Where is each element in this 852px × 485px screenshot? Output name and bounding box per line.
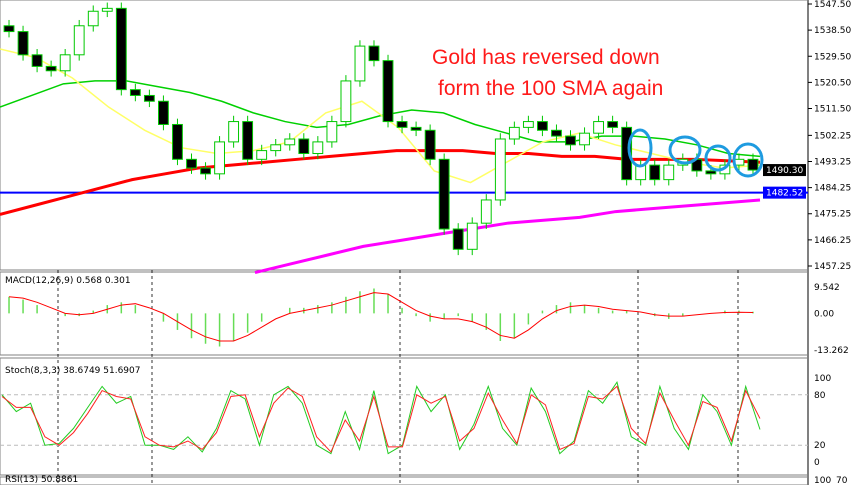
candle [340,80,352,123]
annotation-line-2: form the 100 SMA again [438,77,663,100]
price-tick-label: 1520.50 [814,78,851,88]
highlight-circle [732,142,764,178]
candle [551,129,562,137]
stoch-tick-label: 100 [814,374,831,384]
support-price-badge [763,186,806,199]
candle [508,126,520,140]
candle [129,89,141,96]
rsi-label: RSI(13) 50.8861 [5,475,78,485]
stoch-tick-label: 0 [814,458,820,468]
candle [186,158,197,169]
candle [466,222,478,250]
candle [452,228,464,250]
candle [705,170,717,175]
support-price-badge-text: 1482.52 [766,189,803,199]
stoch-tick-label: 20 [814,441,826,451]
candle [747,158,759,171]
candle [115,7,127,91]
stoch-label: Stoch(8,3,3) 38.6749 51.6907 [5,366,140,376]
candle [312,141,324,155]
price-tick-label: 1529.50 [814,52,851,62]
candle [607,121,619,128]
candle [649,164,661,181]
macd-label: MACD(12,26,9) 0.568 0.301 [5,276,131,286]
candle [172,123,183,160]
current-price-badge [763,164,806,177]
candle [522,121,534,128]
overlay-line-sma100 [0,149,761,216]
candle [143,94,155,102]
candle [537,121,548,131]
candle [200,167,211,175]
rsi-tick-label: 70 [836,476,848,485]
stoch-d-line [1,385,761,453]
candle [31,54,43,67]
candle [270,144,282,152]
candle [59,54,71,72]
candle [228,121,240,143]
rsi-tick-label: 100 [814,476,831,485]
candle [382,60,394,123]
annotation-line-1: Gold has reversed down [432,46,660,69]
panel-frame-3 [0,476,809,485]
candle [87,10,99,27]
macd-tick-label: 9.542 [814,283,840,293]
macd-signal-line [8,292,753,342]
macd-tick-label: -13.262 [814,346,849,356]
candle [45,65,57,72]
price-tick-label: 1493.25 [814,157,851,167]
candle [593,121,604,134]
candle [424,129,436,160]
highlight-circle [704,144,732,172]
candle [284,138,296,146]
candle [242,121,254,160]
macd-tick-label: 0.00 [814,309,834,319]
candle [298,138,310,155]
candle [101,7,113,12]
price-tick-label: 1466.25 [814,236,851,246]
candle [410,126,422,131]
candle [326,121,338,143]
candle [438,158,450,230]
candle [480,199,492,224]
current-price-badge-text: 1490.30 [766,166,803,176]
candle [621,126,633,181]
stoch-k-line [1,381,761,455]
candle [73,25,85,56]
candle [158,100,169,125]
candle [354,45,366,82]
price-tick-label: 1502.25 [814,131,851,141]
price-tick-label: 1475.25 [814,210,851,220]
highlight-circle [668,135,702,165]
price-tick-label: 1457.25 [814,262,851,272]
stoch-tick-label: 80 [814,391,826,401]
candle [579,132,590,146]
candle [214,141,225,175]
candle [396,121,408,128]
candle [494,138,506,201]
candle [17,31,29,56]
candle [3,25,15,33]
overlay-line-3 [0,48,761,184]
price-tick-label: 1484.25 [814,184,851,194]
candle [663,164,675,181]
highlight-circle [627,128,653,168]
candle [256,150,268,160]
candle [368,45,380,62]
overlay-line-2 [254,198,761,274]
price-tick-label: 1547.50 [814,0,851,10]
price-tick-label: 1511.50 [814,105,851,115]
price-tick-label: 1538.50 [814,26,851,36]
candle [565,135,576,146]
